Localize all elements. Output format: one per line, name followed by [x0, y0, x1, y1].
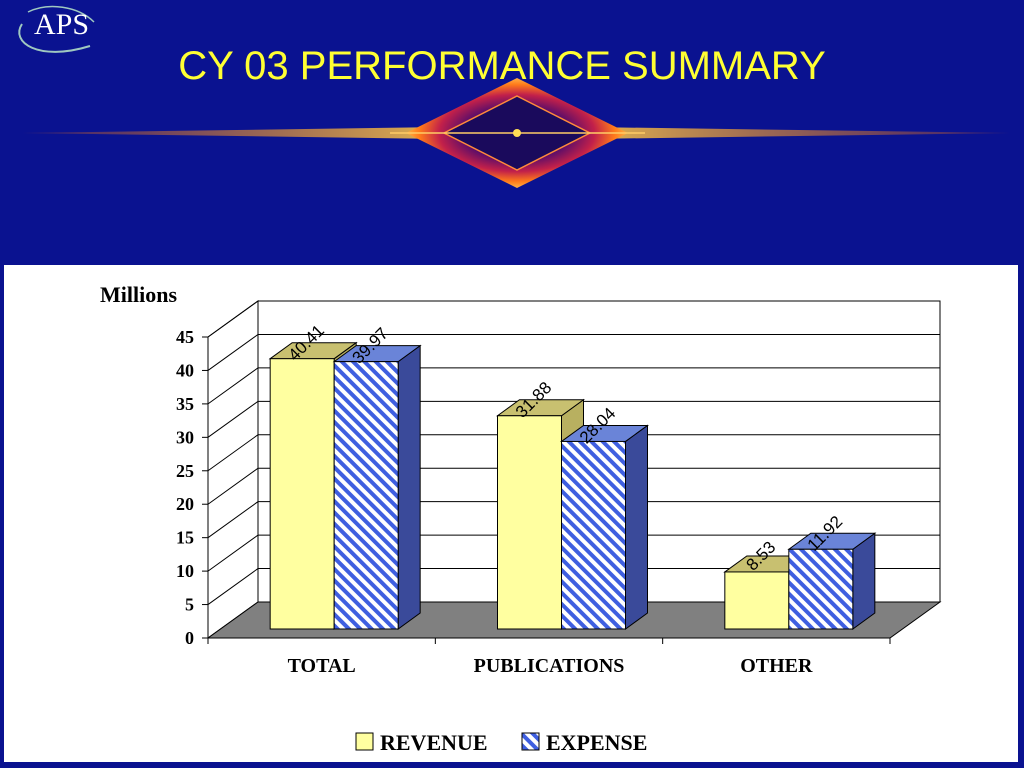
y-tick-label: 45	[176, 327, 194, 347]
bar-side-expense	[397, 344, 421, 630]
y-axis-label: Millions	[100, 282, 177, 307]
bar-side-expense	[625, 424, 648, 630]
bar-side-expense	[852, 532, 876, 630]
y-tick-label: 40	[176, 360, 194, 380]
bar-expense-other	[788, 548, 854, 630]
y-tick-label: 0	[185, 628, 194, 648]
chart-side-wall	[207, 300, 259, 639]
legend: REVENUE EXPENSE	[355, 730, 647, 755]
bar-expense-publications	[561, 440, 626, 630]
bar-revenue-other	[724, 571, 790, 630]
legend-swatch-expense	[521, 732, 540, 751]
y-tick-label: 15	[176, 528, 194, 548]
gridline	[207, 434, 940, 472]
y-tick-label: 20	[176, 494, 194, 514]
gridline	[207, 400, 940, 438]
logo-text: APS	[34, 8, 90, 41]
gridline	[207, 300, 940, 338]
y-tick-label: 25	[176, 461, 194, 481]
bar-revenue-publications	[497, 415, 562, 630]
x-category-label: TOTAL	[288, 655, 356, 677]
page-title: CY 03 PERFORMANCE SUMMARY	[178, 44, 826, 88]
legend-label-revenue: REVENUE	[380, 730, 488, 755]
y-tick-label: 5	[185, 595, 194, 615]
legend-swatch-revenue	[355, 732, 374, 751]
gridline	[207, 333, 940, 371]
y-tick-label: 35	[176, 394, 194, 414]
x-category-label: PUBLICATIONS	[474, 655, 625, 677]
legend-label-expense: EXPENSE	[546, 730, 647, 755]
y-tick-label: 30	[176, 427, 194, 447]
decorative-star-ornament	[22, 78, 1010, 188]
gridline	[207, 467, 940, 505]
logo-swoosh-icon	[18, 5, 95, 53]
gridline	[207, 501, 940, 539]
y-tick-label: 10	[176, 561, 194, 581]
gridline	[207, 367, 940, 405]
aps-logo: APS	[8, 2, 104, 62]
bar-revenue-total	[269, 358, 335, 630]
x-category-label: OTHER	[740, 655, 813, 677]
bar-expense-total	[333, 361, 399, 630]
gridline	[207, 534, 940, 572]
gridline	[207, 568, 940, 605]
